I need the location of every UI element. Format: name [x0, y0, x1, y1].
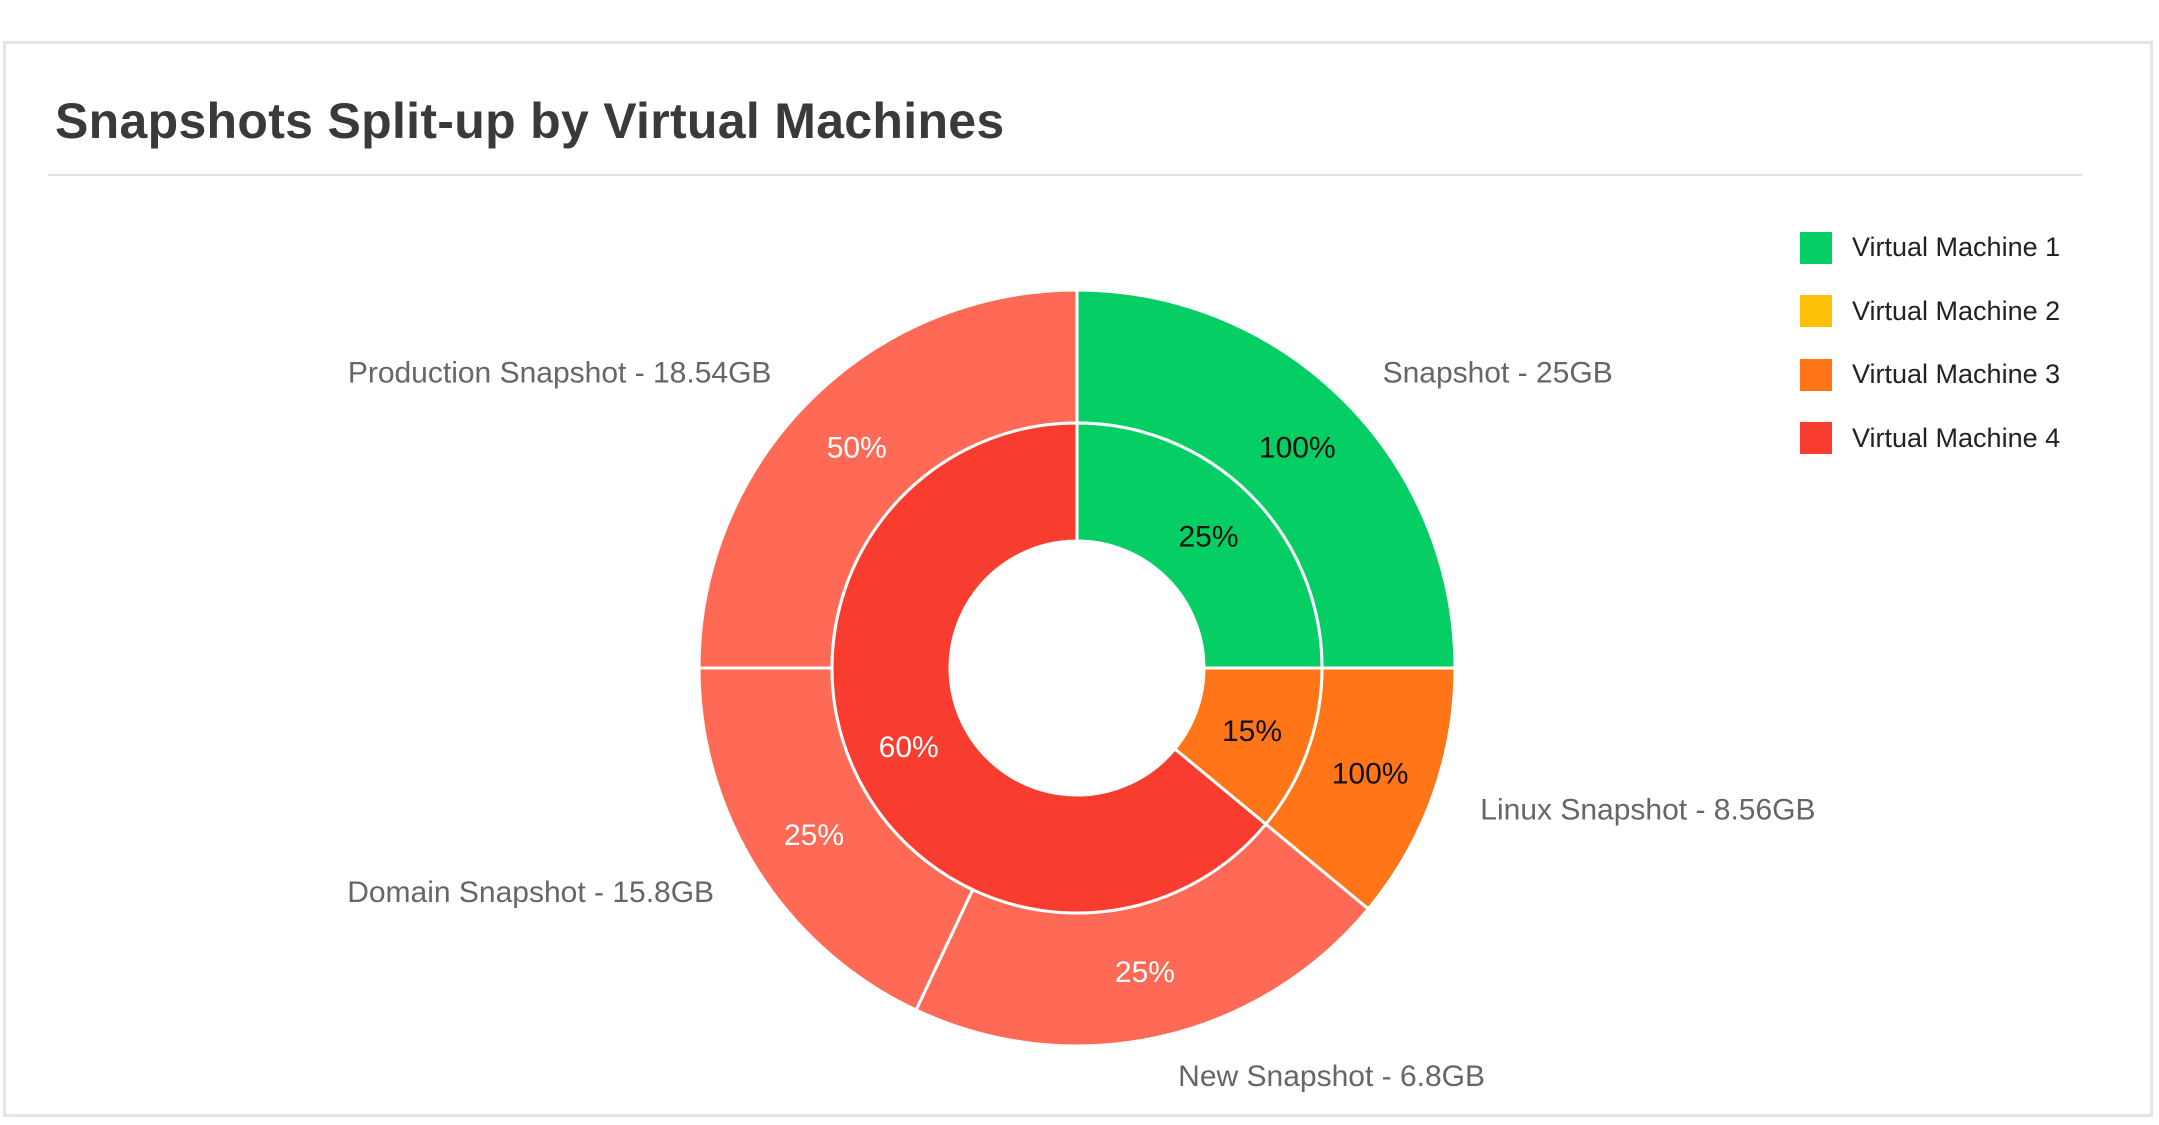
- legend-item-vm1[interactable]: Virtual Machine 1: [1800, 216, 2060, 280]
- legend-item-vm3[interactable]: Virtual Machine 3: [1800, 343, 2060, 407]
- legend-item-vm2[interactable]: Virtual Machine 2: [1800, 280, 2060, 344]
- outer-pct-label: 25%: [784, 819, 844, 852]
- legend-label: Virtual Machine 4: [1852, 422, 2061, 453]
- chart-title: Snapshots Split-up by Virtual Machines: [55, 93, 1005, 149]
- inner-pct-label: 25%: [1178, 520, 1238, 553]
- slice-name-label: Linux Snapshot - 8.56GB: [1480, 794, 1815, 827]
- outer-pct-label: 100%: [1332, 758, 1409, 791]
- legend-label: Virtual Machine 1: [1852, 232, 2061, 263]
- slice-name-label: Snapshot - 25GB: [1383, 356, 1613, 389]
- outer-pct-label: 100%: [1259, 432, 1336, 465]
- outer-pct-label: 50%: [827, 432, 887, 465]
- slice-name-label: New Snapshot - 6.8GB: [1178, 1060, 1485, 1093]
- legend-label: Virtual Machine 3: [1852, 359, 2061, 390]
- outer-pct-label: 25%: [1115, 956, 1175, 989]
- legend-swatch: [1800, 295, 1832, 328]
- legend-swatch: [1800, 358, 1832, 391]
- legend-label: Virtual Machine 2: [1852, 295, 2061, 326]
- slice-name-label: Production Snapshot - 18.54GB: [348, 356, 772, 389]
- legend-swatch: [1800, 422, 1832, 455]
- chart-card: [3, 41, 2153, 1117]
- inner-slice[interactable]: [1075, 421, 1324, 670]
- slice-name-label: Domain Snapshot - 15.8GB: [347, 876, 714, 909]
- inner-pct-label: 60%: [879, 731, 939, 764]
- inner-pct-label: 15%: [1222, 715, 1282, 748]
- legend-swatch: [1800, 231, 1832, 264]
- title-divider: [48, 174, 2082, 176]
- legend: Virtual Machine 1 Virtual Machine 2 Virt…: [1800, 216, 2060, 470]
- inner-slice[interactable]: [830, 421, 1268, 915]
- legend-item-vm4[interactable]: Virtual Machine 4: [1800, 407, 2060, 471]
